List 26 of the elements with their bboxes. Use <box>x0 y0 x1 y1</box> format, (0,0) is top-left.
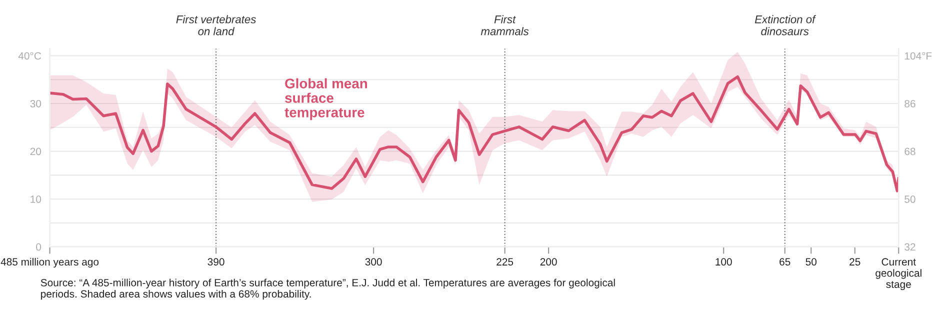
y2-tick-label: 32 <box>904 243 916 251</box>
y-tick-label: 10 <box>30 196 42 203</box>
x-tick-label: 300 <box>365 258 382 266</box>
y-tick-label: 20 <box>30 148 42 156</box>
line-series <box>50 75 899 192</box>
y-tick-label: 30 <box>30 100 42 108</box>
x-tick-label: 65 <box>780 258 790 266</box>
ref-line-label: First mammals <box>480 15 529 36</box>
ref-line-label: Extinction of dinosaurs <box>754 15 816 36</box>
ref-line-label: First vertebrates on land <box>176 15 256 36</box>
x-tick-label: 225 <box>496 258 514 266</box>
y-tick-label: 40°C <box>18 52 42 60</box>
y2-tick-label: 104°F <box>904 52 932 60</box>
x-tick-label: 50 <box>806 258 816 266</box>
y2-tick-label: 50 <box>904 196 916 203</box>
y-tick-label: 0 <box>36 243 42 251</box>
x-tick-label: 25 <box>850 258 860 266</box>
y2-tick-label: 68 <box>904 148 916 156</box>
y2-tick-label: 86 <box>904 100 916 108</box>
x-tick-label: Current geological stage <box>876 258 922 290</box>
x-tick-label: 390 <box>208 258 224 266</box>
series-label: Global mean surface temperature <box>284 78 368 120</box>
x-tick-label: 100 <box>716 258 732 266</box>
x-tick-label: 485 million years ago <box>0 258 99 268</box>
source-note: Source: “A 485-million-year history of Earth’s surface temperature”, E.J. Judd et al. Temperatures are averages for geological periods. Shaded area shows values with a 68% probability. <box>40 278 615 300</box>
x-tick-label: 200 <box>540 258 557 266</box>
